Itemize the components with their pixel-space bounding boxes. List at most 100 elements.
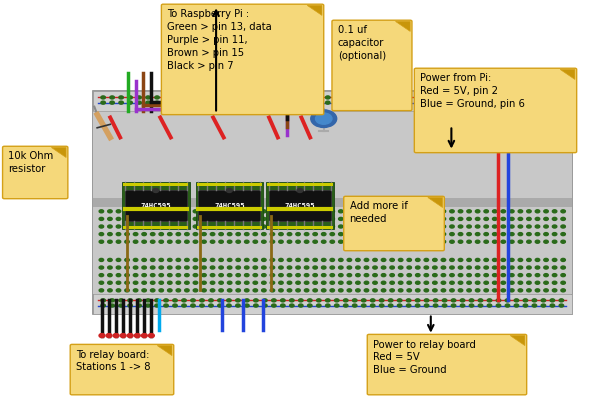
Circle shape: [398, 258, 403, 262]
Circle shape: [364, 217, 369, 220]
Circle shape: [364, 233, 369, 236]
Circle shape: [559, 304, 564, 307]
Circle shape: [527, 258, 531, 262]
Circle shape: [108, 217, 112, 220]
Circle shape: [128, 299, 132, 302]
Circle shape: [108, 281, 112, 284]
Circle shape: [559, 101, 564, 104]
Circle shape: [415, 266, 420, 269]
Circle shape: [193, 281, 197, 284]
Circle shape: [452, 96, 456, 99]
Text: 10k Ohm
resistor: 10k Ohm resistor: [8, 152, 54, 174]
Circle shape: [304, 210, 309, 213]
Circle shape: [364, 266, 369, 269]
Circle shape: [322, 225, 326, 228]
Circle shape: [313, 210, 317, 213]
Circle shape: [356, 217, 360, 220]
Circle shape: [364, 289, 369, 292]
Circle shape: [458, 258, 463, 262]
Circle shape: [134, 217, 138, 220]
Circle shape: [347, 274, 352, 277]
Circle shape: [236, 210, 241, 213]
Circle shape: [532, 96, 537, 99]
Circle shape: [219, 258, 223, 262]
Text: Power to relay board
Red = 5V
Blue = Ground: Power to relay board Red = 5V Blue = Gro…: [373, 340, 476, 375]
Circle shape: [142, 289, 147, 292]
Circle shape: [544, 225, 548, 228]
Circle shape: [110, 304, 115, 307]
Circle shape: [373, 210, 377, 213]
Circle shape: [553, 281, 557, 284]
Circle shape: [287, 225, 292, 228]
Circle shape: [290, 304, 294, 307]
Circle shape: [373, 258, 377, 262]
Circle shape: [373, 217, 377, 220]
Circle shape: [492, 258, 497, 262]
Circle shape: [173, 299, 177, 302]
Circle shape: [450, 258, 454, 262]
Circle shape: [210, 289, 215, 292]
Circle shape: [253, 225, 258, 228]
Circle shape: [307, 96, 312, 99]
Circle shape: [176, 233, 181, 236]
Circle shape: [184, 258, 189, 262]
Circle shape: [469, 299, 474, 302]
Circle shape: [110, 299, 115, 302]
Circle shape: [245, 274, 249, 277]
Circle shape: [245, 233, 249, 236]
Circle shape: [492, 266, 497, 269]
Circle shape: [176, 210, 181, 213]
Circle shape: [151, 225, 155, 228]
Circle shape: [371, 299, 375, 302]
Circle shape: [373, 289, 377, 292]
Circle shape: [110, 96, 115, 99]
Circle shape: [245, 281, 249, 284]
Circle shape: [514, 101, 519, 104]
Circle shape: [262, 299, 267, 302]
Circle shape: [287, 240, 292, 243]
Circle shape: [313, 266, 317, 269]
Circle shape: [407, 299, 411, 302]
Text: 74HC595: 74HC595: [285, 202, 315, 208]
Circle shape: [535, 274, 540, 277]
Circle shape: [313, 289, 317, 292]
Polygon shape: [510, 336, 525, 346]
Circle shape: [245, 299, 249, 302]
Circle shape: [128, 304, 132, 307]
Circle shape: [137, 101, 141, 104]
Circle shape: [492, 274, 497, 277]
Circle shape: [373, 274, 377, 277]
Circle shape: [484, 281, 488, 284]
Circle shape: [390, 240, 394, 243]
Circle shape: [407, 101, 411, 104]
Circle shape: [553, 233, 557, 236]
Circle shape: [501, 210, 505, 213]
Circle shape: [501, 274, 505, 277]
Circle shape: [535, 233, 540, 236]
Circle shape: [467, 289, 471, 292]
Circle shape: [544, 289, 548, 292]
Circle shape: [290, 299, 294, 302]
Circle shape: [347, 233, 352, 236]
Circle shape: [407, 304, 411, 307]
Circle shape: [317, 101, 321, 104]
Circle shape: [352, 101, 357, 104]
Circle shape: [168, 240, 172, 243]
Circle shape: [168, 274, 172, 277]
Circle shape: [128, 96, 132, 99]
Circle shape: [484, 274, 488, 277]
Circle shape: [228, 217, 232, 220]
Text: Power from Pi:
Red = 5V, pin 2
Blue = Ground, pin 6: Power from Pi: Red = 5V, pin 2 Blue = Gr…: [420, 73, 525, 109]
Polygon shape: [51, 147, 66, 158]
Circle shape: [478, 299, 483, 302]
Circle shape: [270, 289, 275, 292]
Circle shape: [193, 217, 197, 220]
Circle shape: [228, 233, 232, 236]
Circle shape: [155, 304, 160, 307]
Circle shape: [518, 210, 522, 213]
Circle shape: [272, 299, 276, 302]
Circle shape: [441, 266, 446, 269]
Circle shape: [527, 233, 531, 236]
Circle shape: [509, 289, 514, 292]
Circle shape: [270, 225, 275, 228]
